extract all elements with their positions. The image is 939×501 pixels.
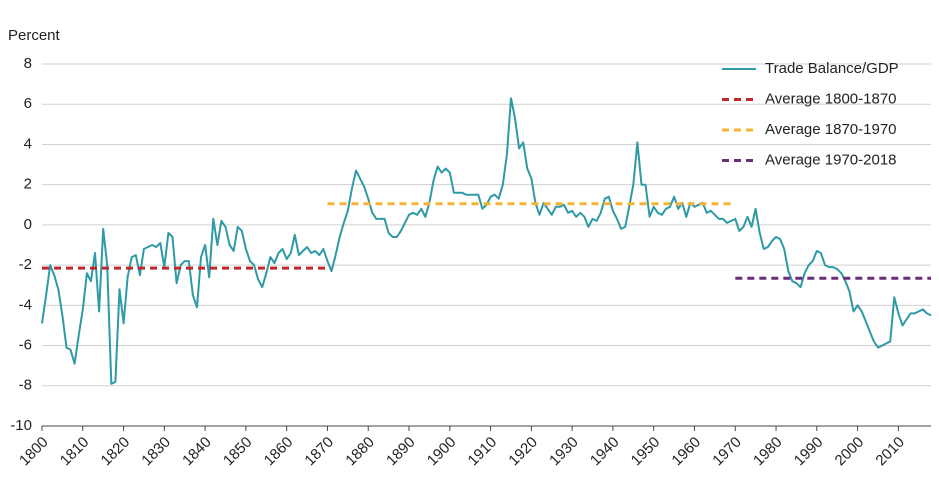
x-tick-label: 1950 <box>628 434 664 470</box>
y-tick-label: 4 <box>24 135 32 152</box>
x-tick-label: 1820 <box>98 434 134 470</box>
legend-label: Average 1800-1870 <box>765 90 897 107</box>
data-line <box>41 97 932 385</box>
x-tick-label: 2010 <box>872 434 908 470</box>
x-tick-label: 1870 <box>301 434 337 470</box>
legend-label: Average 1870-1970 <box>765 121 897 138</box>
legend-label: Average 1970-2018 <box>765 151 897 168</box>
x-tick-label: 1910 <box>465 434 501 470</box>
x-tick-label: 1970 <box>709 434 745 470</box>
y-tick-label: -6 <box>19 337 32 354</box>
x-tick-label: 1880 <box>342 434 378 470</box>
x-tick-label: 1930 <box>546 434 582 470</box>
y-tick-label: -10 <box>10 417 32 434</box>
x-tick-label: 1980 <box>750 434 786 470</box>
x-tick-label: 1890 <box>383 434 419 470</box>
x-tick-label: 1990 <box>791 434 827 470</box>
x-tick-label: 2000 <box>832 434 868 470</box>
y-tick-label: -8 <box>19 377 32 394</box>
y-tick-label: -2 <box>19 256 32 273</box>
x-tick-label: 1900 <box>424 434 460 470</box>
x-tick-label: 1810 <box>57 434 93 470</box>
x-tick-label: 1960 <box>668 434 704 470</box>
x-tick-label: 1940 <box>587 434 623 470</box>
x-tick-label: 1920 <box>505 434 541 470</box>
y-tick-label: 8 <box>24 55 32 72</box>
y-tick-label: -4 <box>19 296 32 313</box>
legend-label: Trade Balance/GDP <box>765 60 899 77</box>
x-tick-label: 1860 <box>261 434 297 470</box>
y-tick-label: 0 <box>24 216 32 233</box>
y-axis-label: Percent <box>8 27 61 44</box>
x-tick-label: 1830 <box>138 434 174 470</box>
y-tick-label: 2 <box>24 176 32 193</box>
x-tick-label: 1850 <box>220 434 256 470</box>
y-tick-label: 6 <box>24 95 32 112</box>
x-tick-label: 1840 <box>179 434 215 470</box>
x-tick-label: 1800 <box>16 434 52 470</box>
